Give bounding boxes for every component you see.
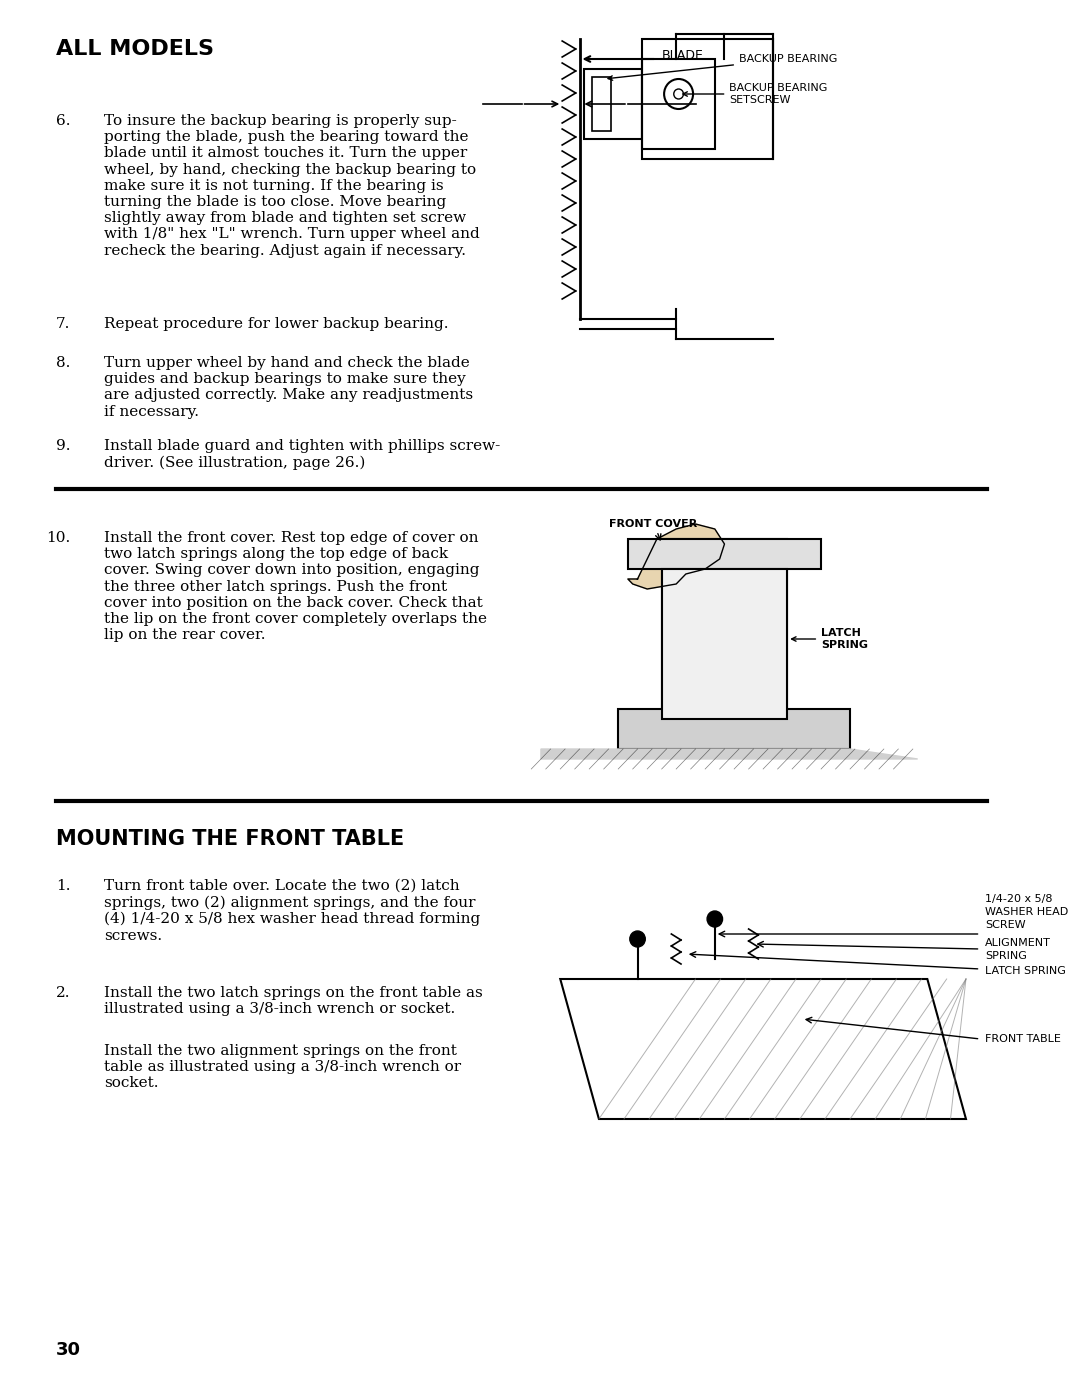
- Circle shape: [630, 930, 645, 947]
- Text: 10.: 10.: [46, 532, 70, 546]
- Bar: [627, 539, 821, 569]
- Bar: [643, 39, 773, 159]
- Polygon shape: [561, 979, 966, 1119]
- Text: LATCH SPRING: LATCH SPRING: [985, 965, 1066, 977]
- Text: BACKUP BEARING
SETSCREW: BACKUP BEARING SETSCREW: [683, 83, 827, 105]
- Text: BACKUP BEARING: BACKUP BEARING: [608, 55, 837, 80]
- Text: 7.: 7.: [56, 318, 70, 332]
- Text: 1/4-20 x 5/8: 1/4-20 x 5/8: [985, 894, 1053, 904]
- Text: ALIGNMENT: ALIGNMENT: [985, 937, 1051, 949]
- Text: To insure the backup bearing is properly sup-
porting the blade, push the bearin: To insure the backup bearing is properly…: [105, 113, 481, 257]
- Bar: [643, 59, 715, 150]
- Bar: [592, 77, 611, 132]
- Bar: [662, 539, 787, 719]
- Text: 30: 30: [56, 1342, 81, 1358]
- Text: MOUNTING THE FRONT TABLE: MOUNTING THE FRONT TABLE: [56, 830, 404, 849]
- Text: FRONT TABLE: FRONT TABLE: [985, 1034, 1062, 1044]
- Text: 1.: 1.: [56, 879, 70, 893]
- Text: Repeat procedure for lower backup bearing.: Repeat procedure for lower backup bearin…: [105, 318, 449, 332]
- Polygon shape: [662, 569, 787, 719]
- Polygon shape: [627, 525, 725, 589]
- Circle shape: [707, 911, 723, 928]
- Text: FRONT COVER: FRONT COVER: [608, 519, 697, 529]
- Text: BLADE: BLADE: [662, 49, 703, 62]
- Text: Turn upper wheel by hand and check the blade
guides and backup bearings to make : Turn upper wheel by hand and check the b…: [105, 355, 473, 418]
- Polygon shape: [541, 748, 918, 760]
- Text: ALL MODELS: ALL MODELS: [56, 39, 214, 59]
- Text: SPRING: SPRING: [985, 951, 1027, 961]
- Text: SCREW: SCREW: [985, 921, 1026, 930]
- Text: Turn front table over. Locate the two (2) latch
springs, two (2) alignment sprin: Turn front table over. Locate the two (2…: [105, 879, 481, 943]
- Text: Install the front cover. Rest top edge of cover on
two latch springs along the t: Install the front cover. Rest top edge o…: [105, 532, 487, 642]
- Text: 6.: 6.: [56, 113, 70, 127]
- Text: 8.: 8.: [56, 355, 70, 369]
- Text: LATCH
SPRING: LATCH SPRING: [792, 628, 868, 649]
- Bar: [584, 69, 643, 139]
- Text: 2.: 2.: [56, 986, 70, 1000]
- Text: Install the two alignment springs on the front
table as illustrated using a 3/8-: Install the two alignment springs on the…: [105, 1044, 461, 1090]
- Bar: [618, 709, 850, 748]
- Text: Install the two latch springs on the front table as
illustrated using a 3/8-inch: Install the two latch springs on the fro…: [105, 986, 483, 1016]
- Text: 9.: 9.: [56, 439, 70, 453]
- Text: Install blade guard and tighten with phillips screw-
driver. (See illustration, : Install blade guard and tighten with phi…: [105, 439, 500, 470]
- Text: WASHER HEAD: WASHER HEAD: [985, 907, 1068, 916]
